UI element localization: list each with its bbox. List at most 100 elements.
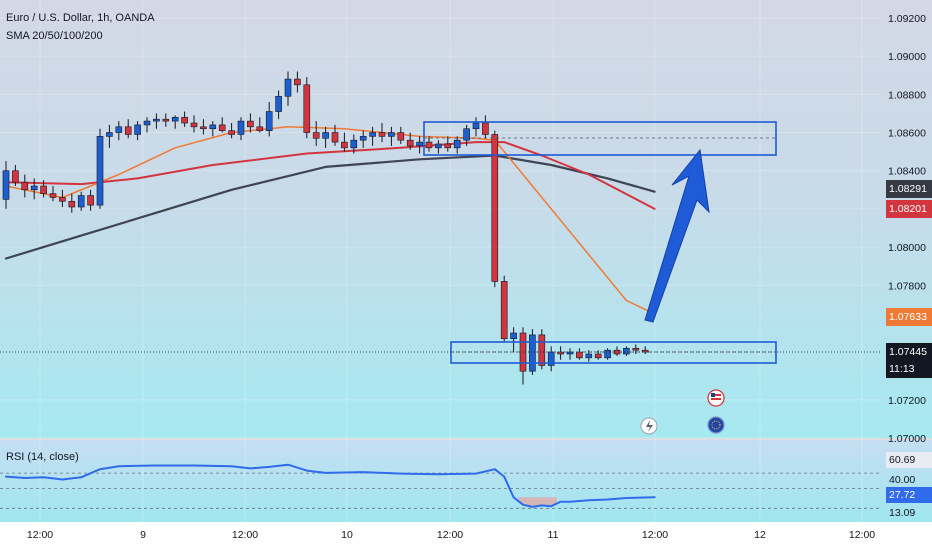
y-tick-label: 1.08800: [888, 89, 926, 101]
candle-body: [585, 353, 593, 359]
candle-body: [77, 195, 85, 208]
resistance-zone-box: [423, 121, 777, 156]
x-tick-label: 12:00: [437, 529, 463, 541]
rsi-level-lower: 13.09: [889, 507, 916, 519]
y-tick-label: 1.07000: [888, 433, 926, 445]
y-tick-label: 1.09000: [888, 51, 926, 63]
price-tag-sma20: 1.07633: [886, 308, 932, 326]
candle-body: [594, 353, 602, 359]
y-tick-label: 1.09200: [888, 13, 926, 25]
rsi-level-upper: 60.69: [886, 452, 932, 468]
main-pane-background: [0, 0, 932, 438]
candle-body: [294, 78, 301, 86]
candle-body: [435, 143, 442, 149]
candle-body: [190, 122, 198, 128]
candle-body: [30, 185, 38, 191]
support-zone-box: [450, 341, 777, 364]
candle-body: [350, 139, 358, 149]
candle-body: [256, 126, 264, 131]
candle-body: [171, 116, 179, 122]
candle-body: [181, 116, 188, 124]
candle-body: [143, 120, 151, 126]
x-tick-label: 12:00: [849, 529, 875, 541]
x-tick-label: 12:00: [232, 529, 258, 541]
candle-body: [416, 141, 423, 147]
candle-body: [388, 132, 395, 137]
candle-body: [482, 122, 489, 135]
bar-countdown: 11:13: [886, 360, 932, 378]
eu-flag-icon: [707, 416, 725, 434]
x-tick-label: 11: [548, 529, 559, 541]
candle-body: [275, 95, 282, 112]
candle-body: [115, 126, 123, 133]
candle-body: [218, 124, 226, 131]
candle-body: [576, 351, 583, 359]
candle-body: [265, 111, 273, 131]
candle-body: [200, 126, 207, 130]
y-tick-label: 1.07200: [888, 395, 926, 407]
candle-body: [162, 118, 170, 122]
candle-body: [106, 132, 113, 137]
eu-flag-stars: [711, 420, 721, 430]
y-tick-label: 1.08600: [888, 128, 926, 140]
candle-body: [369, 132, 376, 137]
candle-body: [472, 122, 480, 130]
candle-body: [322, 132, 329, 139]
x-tick-label: 12: [754, 529, 766, 541]
rsi-level-40: 40.00: [889, 474, 916, 486]
candle-body: [623, 347, 630, 355]
candle-body: [463, 128, 470, 141]
candle-body: [378, 132, 386, 137]
candle-body: [21, 181, 29, 191]
rsi-current: 27.72: [886, 487, 932, 503]
us-flag-canton: [711, 393, 715, 397]
candle-body: [153, 118, 160, 122]
candle-body: [284, 78, 292, 97]
price-tag-sma200: 1.08291: [886, 180, 932, 198]
candle-body: [538, 334, 546, 366]
candle-body: [228, 130, 235, 135]
candle-body: [359, 136, 367, 141]
candle-body: [547, 351, 555, 366]
candle-body: [491, 134, 499, 282]
candle-body: [425, 141, 433, 149]
candle-body: [331, 132, 339, 143]
x-tick-label: 12:00: [642, 529, 668, 541]
candle-body: [406, 139, 414, 147]
indicator-title[interactable]: SMA 20/50/100/200: [6, 30, 103, 42]
price-tag-sma50: 1.08201: [886, 200, 932, 218]
candle-body: [444, 143, 452, 149]
candle-body: [341, 141, 348, 149]
candle-body: [40, 185, 47, 194]
candle-body: [500, 281, 508, 340]
candle-body: [87, 195, 94, 206]
symbol-title[interactable]: Euro / U.S. Dollar, 1h, OANDA: [6, 12, 155, 24]
candle-body: [68, 200, 76, 208]
x-tick-label: 9: [140, 529, 146, 541]
candle-body: [604, 349, 611, 359]
candle-body: [529, 334, 536, 372]
rsi-title[interactable]: RSI (14, close): [6, 451, 79, 463]
candle-body: [453, 139, 461, 149]
candle-body: [312, 132, 320, 139]
candle-body: [12, 170, 19, 183]
price-tag-last: 1.07445: [886, 343, 932, 361]
candle-body: [237, 120, 245, 135]
candle-body: [510, 332, 517, 340]
candle-body: [59, 197, 66, 202]
rsi-oversold-fill: [517, 497, 557, 507]
candle-body: [397, 132, 405, 141]
lightning-icon: [646, 420, 653, 432]
rsi-line: [5, 463, 656, 508]
time-axis-background: [0, 522, 932, 550]
candle-body: [303, 84, 311, 133]
candle-body: [124, 126, 132, 135]
y-tick-label: 1.08400: [888, 166, 926, 178]
projection-arrow: [644, 148, 710, 323]
x-tick-label: 12:00: [27, 529, 53, 541]
us-flag-stripe: [711, 394, 721, 396]
candle-body: [247, 120, 254, 128]
candle-body: [209, 124, 217, 130]
